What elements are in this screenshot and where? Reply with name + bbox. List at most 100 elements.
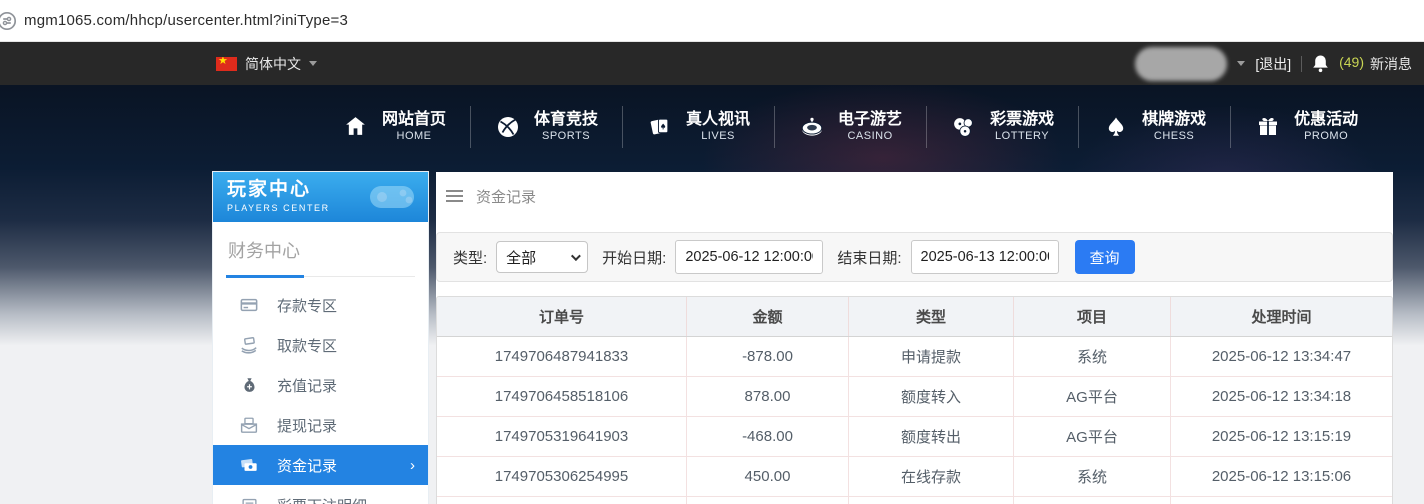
table-row-partial	[437, 497, 1392, 504]
cell-type: 额度转出	[849, 417, 1014, 456]
nav-item-promo[interactable]: 优惠活动 PROMO	[1230, 103, 1382, 151]
username-redacted[interactable]	[1135, 46, 1228, 81]
table-row: 1749706458518106 878.00 额度转入 AG平台 2025-0…	[437, 377, 1392, 417]
nav-item-lottery[interactable]: 彩票游戏 LOTTERY	[926, 103, 1078, 151]
table-header-row: 订单号 金额 类型 项目 处理时间	[437, 297, 1392, 337]
menu-icon	[446, 190, 463, 202]
filter-bar: 类型: 全部 开始日期: 结束日期: 查询	[436, 232, 1393, 282]
main-content: 资金记录 类型: 全部 开始日期: 结束日期: 查询 订单号 金额 类型 项目 …	[436, 172, 1393, 504]
end-date-input[interactable]	[910, 240, 1059, 274]
browser-address-bar[interactable]: mgm1065.com/hhcp/usercenter.html?iniType…	[0, 0, 1424, 42]
sidebar-item-label: 存款专区	[277, 297, 338, 315]
gift-icon	[1254, 113, 1281, 140]
nav-label-zh: 彩票游戏	[990, 110, 1055, 128]
cell-amount: -878.00	[687, 337, 849, 376]
cell-project: 系统	[1014, 337, 1171, 376]
sidebar-item-bet-detail[interactable]: 彩票下注明细	[213, 485, 428, 504]
gamepad-icon	[362, 176, 422, 222]
sidebar-item-funds-active[interactable]: 资金记录 ›	[213, 445, 428, 485]
sidebar-item-label: 彩票下注明细	[277, 495, 367, 504]
cell-project: AG平台	[1014, 377, 1171, 416]
cell-type: 额度转入	[849, 377, 1014, 416]
type-select-value: 全部	[506, 249, 537, 267]
messages-link[interactable]: (49) 新消息	[1339, 54, 1412, 74]
divider	[1301, 55, 1303, 72]
funds-table: 订单号 金额 类型 项目 处理时间 1749706487941833 -878.…	[436, 296, 1393, 504]
cell-time: 2025-06-12 13:15:19	[1211, 428, 1352, 445]
sidebar-item-withdraw[interactable]: 取款专区	[213, 325, 428, 365]
start-date-input[interactable]	[675, 240, 824, 274]
funds-icon	[240, 456, 258, 474]
logout-button[interactable]: [退出]	[1255, 55, 1292, 72]
chevron-down-icon[interactable]	[1237, 61, 1246, 66]
sidebar-item-deposit[interactable]: 存款专区	[213, 285, 428, 325]
chevron-right-icon: ›	[410, 456, 415, 474]
sidebar-title: 玩家中心	[227, 179, 312, 200]
nav-label-zh: 棋牌游戏	[1142, 110, 1207, 128]
nav-item-chess[interactable]: 棋牌游戏 CHESS	[1078, 103, 1230, 151]
nav-label-en: LIVES	[701, 129, 735, 142]
nav-label-en: CHESS	[1153, 129, 1195, 142]
type-label: 类型:	[453, 249, 488, 267]
spade-icon	[1102, 113, 1129, 140]
cell-project: 系统	[1014, 457, 1171, 496]
nav-label-zh: 优惠活动	[1294, 110, 1359, 128]
breadcrumb: 资金记录	[436, 172, 1393, 220]
cell-amount: 878.00	[687, 377, 849, 416]
sidebar-header: 玩家中心 PLAYERS CENTER	[213, 172, 428, 222]
cell-type: 在线存款	[849, 457, 1014, 496]
nav-item-home[interactable]: 网站首页 HOME	[318, 103, 470, 151]
sidebar-item-recharge[interactable]: 充值记录	[213, 365, 428, 405]
col-header: 订单号	[437, 297, 687, 336]
cell-time: 2025-06-12 13:34:47	[1211, 348, 1352, 365]
cash-out-icon	[240, 416, 258, 434]
home-icon	[342, 113, 369, 140]
chevron-down-icon	[309, 61, 317, 66]
chevron-down-icon	[571, 250, 582, 261]
search-button[interactable]: 查询	[1074, 240, 1135, 274]
message-count: (49)	[1339, 53, 1364, 70]
sidebar-item-label: 资金记录	[277, 457, 338, 475]
sidebar-item-label: 充值记录	[277, 377, 338, 395]
basketball-icon	[494, 113, 521, 140]
table-row: 1749706487941833 -878.00 申请提款 系统 2025-06…	[437, 337, 1392, 377]
page-title: 资金记录	[476, 188, 537, 206]
sidebar-item-label: 取款专区	[277, 337, 338, 355]
nav-label-zh: 电子游艺	[838, 110, 903, 128]
main-nav: 网站首页 HOME 体育竞技 SPORTS 真人视讯 LIVES 电子游艺 CASINO…	[0, 85, 1424, 168]
nav-item-sports[interactable]: 体育竞技 SPORTS	[470, 103, 622, 151]
end-date-label: 结束日期:	[837, 249, 902, 267]
bet-list-icon	[240, 496, 258, 504]
cell-order-no: 1749706487941833	[437, 337, 687, 376]
url-text[interactable]: mgm1065.com/hhcp/usercenter.html?iniType…	[24, 12, 348, 29]
nav-label-en: LOTTERY	[995, 129, 1050, 142]
nav-label-en: HOME	[396, 129, 432, 142]
col-header: 金额	[687, 297, 849, 336]
deposit-card-icon	[240, 296, 258, 314]
table-row: 1749705319641903 -468.00 额度转出 AG平台 2025-…	[437, 417, 1392, 457]
money-bag-icon	[240, 376, 258, 394]
roulette-icon	[798, 113, 825, 140]
bell-icon[interactable]	[1312, 54, 1329, 73]
cell-order-no: 1749705319641903	[437, 417, 687, 456]
cell-time: 2025-06-12 13:15:06	[1211, 468, 1352, 485]
sidebar-menu: 存款专区 取款专区 充值记录 提现记录 资金记录 ›	[213, 285, 428, 504]
nav-item-casino[interactable]: 电子游艺 CASINO	[774, 103, 926, 151]
sidebar-item-cashout[interactable]: 提现记录	[213, 405, 428, 445]
type-select[interactable]: 全部	[496, 241, 589, 273]
cell-order-no: 1749705306254995	[437, 457, 687, 496]
nav-label-zh: 体育竞技	[534, 110, 599, 128]
language-selector[interactable]: ★ 简体中文	[216, 42, 317, 85]
cell-type: 申请提款	[849, 337, 1014, 376]
nav-label-en: SPORTS	[542, 129, 591, 142]
nav-label-zh: 网站首页	[382, 110, 447, 128]
col-header: 项目	[1014, 297, 1171, 336]
table-row: 1749705306254995 450.00 在线存款 系统 2025-06-…	[437, 457, 1392, 497]
message-label: 新消息	[1370, 55, 1412, 72]
col-header: 类型	[849, 297, 1014, 336]
china-flag-icon: ★	[216, 56, 237, 71]
site-info-icon[interactable]	[0, 8, 20, 34]
top-bar: ★ 简体中文 [退出] (49) 新消息	[0, 42, 1424, 85]
cell-time: 2025-06-12 13:34:18	[1211, 388, 1352, 405]
nav-item-lives[interactable]: 真人视讯 LIVES	[622, 103, 774, 151]
